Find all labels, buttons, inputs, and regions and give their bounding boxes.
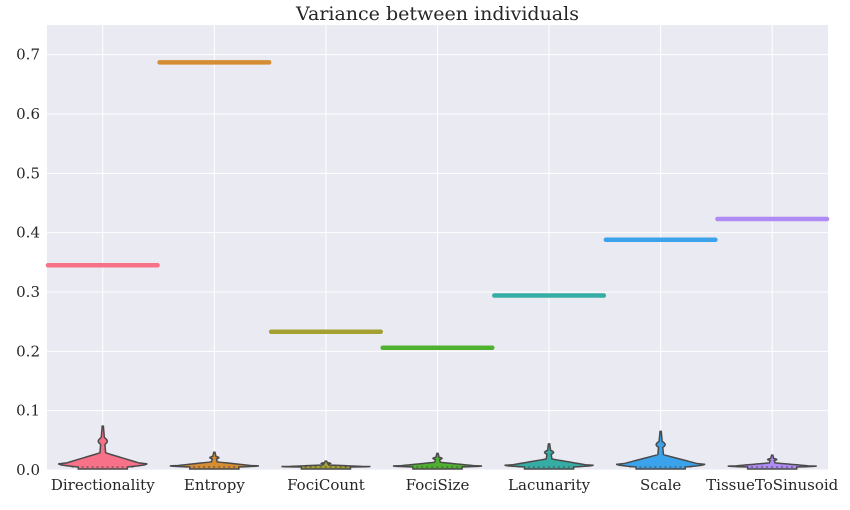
violin-focisize [392,452,483,470]
y-tick-label: 0.3 [16,283,40,301]
violin-lacunarity [504,443,594,470]
y-tick-label: 0.5 [16,164,40,182]
chart-title: Variance between individuals [295,3,579,25]
violins [58,425,817,470]
x-tick-labels: Directionality Entropy FociCount FociSize La… [51,476,839,494]
y-tick-label: 0.0 [16,461,40,479]
x-tick-label-focisize: FociSize [406,476,470,494]
violin-tissuetosinusoid [727,454,817,470]
violin-scale [615,430,706,470]
y-tick-labels: 0.0 0.1 0.2 0.3 0.4 0.5 0.6 0.7 [16,46,40,479]
x-tick-label-scale: Scale [640,476,681,494]
x-tick-label-directionality: Directionality [51,476,155,494]
reference-lines [45,60,830,351]
y-tick-label: 0.4 [16,224,40,242]
y-tick-label: 0.7 [16,46,40,64]
x-tick-label-focicount: FociCount [287,476,365,494]
violin-directionality [58,425,148,470]
gridlines [47,25,828,471]
y-tick-label: 0.6 [16,105,40,123]
violin-focicount [281,460,371,470]
x-tick-label-tissuetosinusoid: TissueToSinusoid [706,476,839,494]
x-tick-label-lacunarity: Lacunarity [508,476,591,494]
x-tick-label-entropy: Entropy [184,476,245,494]
y-tick-label: 0.1 [16,402,40,420]
violin-entropy [169,451,259,470]
y-tick-label: 0.2 [16,342,40,360]
